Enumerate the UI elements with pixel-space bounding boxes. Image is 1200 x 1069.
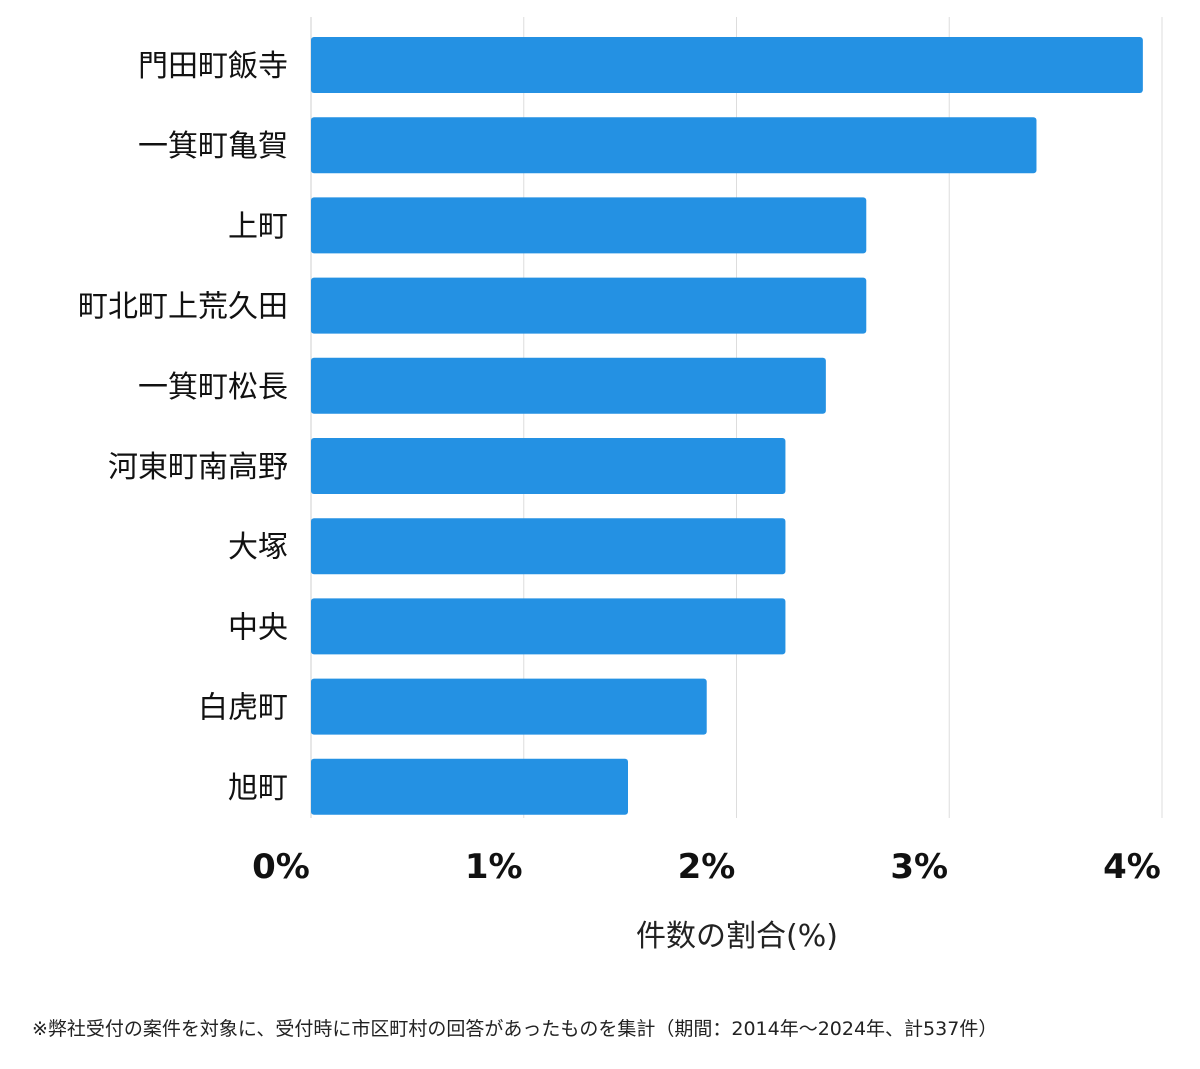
x-tick-label: 4% <box>1103 847 1161 887</box>
bar-chart: 門田町飯寺一箕町亀賀上町町北町上荒久田一箕町松長河東町南高野大塚中央白虎町旭町 … <box>78 17 1163 954</box>
category-label: 中央 <box>228 610 288 645</box>
x-tick-label: 3% <box>890 847 948 887</box>
bar <box>311 357 826 414</box>
bar <box>311 518 786 575</box>
x-tick-labels: 0% 1% 2% 3% 4% <box>252 847 1161 887</box>
bar <box>311 678 707 735</box>
bar <box>311 758 628 815</box>
x-tick-label: 2% <box>678 847 736 887</box>
category-label: 旭町 <box>228 771 288 806</box>
category-label: 大塚 <box>228 530 288 565</box>
bar <box>311 197 867 254</box>
bar <box>311 438 786 494</box>
bar <box>311 598 786 655</box>
category-label: 町北町上荒久田 <box>78 290 288 325</box>
x-tick-label: 1% <box>465 847 523 887</box>
category-label: 河東町南高野 <box>108 450 288 485</box>
category-label: 白虎町 <box>198 691 288 726</box>
category-label: 上町 <box>228 209 288 244</box>
category-label: 一箕町松長 <box>138 370 288 405</box>
bar <box>311 117 1037 174</box>
bar <box>311 277 867 334</box>
category-label: 門田町飯寺 <box>138 49 288 84</box>
x-axis-title: 件数の割合(%) <box>636 919 838 954</box>
category-label: 一箕町亀賀 <box>138 129 288 164</box>
x-tick-label: 0% <box>252 847 310 887</box>
footnote: ※弊社受付の案件を対象に、受付時に市区町村の回答があったものを集計（期間：201… <box>32 1018 998 1040</box>
bars <box>311 37 1143 815</box>
bar <box>311 37 1143 93</box>
